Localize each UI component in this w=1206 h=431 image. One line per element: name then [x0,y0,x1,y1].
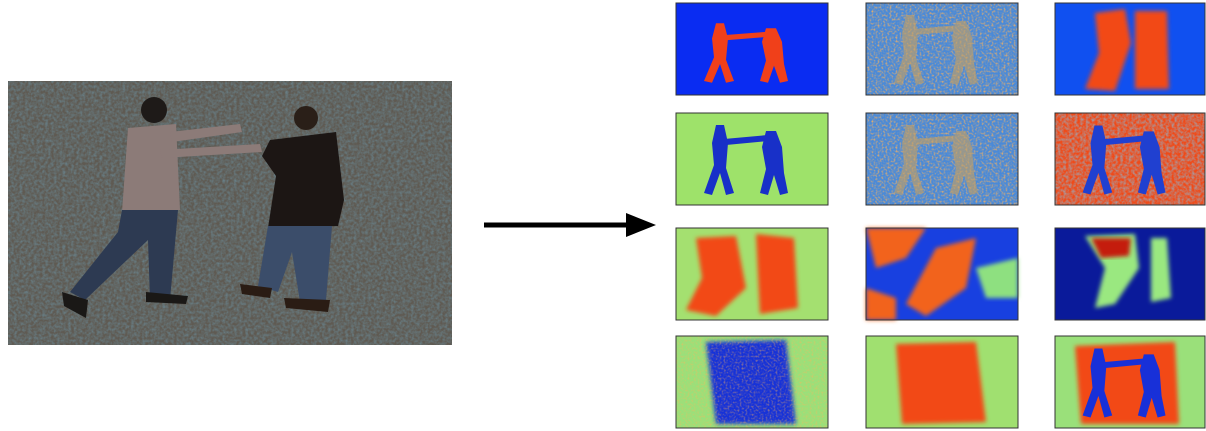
feature-map [1055,228,1205,320]
feature-map [1055,113,1205,205]
feature-map [866,113,1018,205]
figure [0,0,1206,431]
arrow [484,213,656,237]
feature-map [866,336,1018,428]
feature-map [676,228,828,320]
feature-map [676,113,828,205]
feature-map [676,336,828,428]
feature-map [866,228,1018,320]
feature-map [1055,3,1205,95]
feature-map [1055,336,1205,428]
input-photo [8,81,452,345]
feature-map [866,3,1018,95]
feature-map [676,3,828,95]
feature-maps [676,3,1205,428]
